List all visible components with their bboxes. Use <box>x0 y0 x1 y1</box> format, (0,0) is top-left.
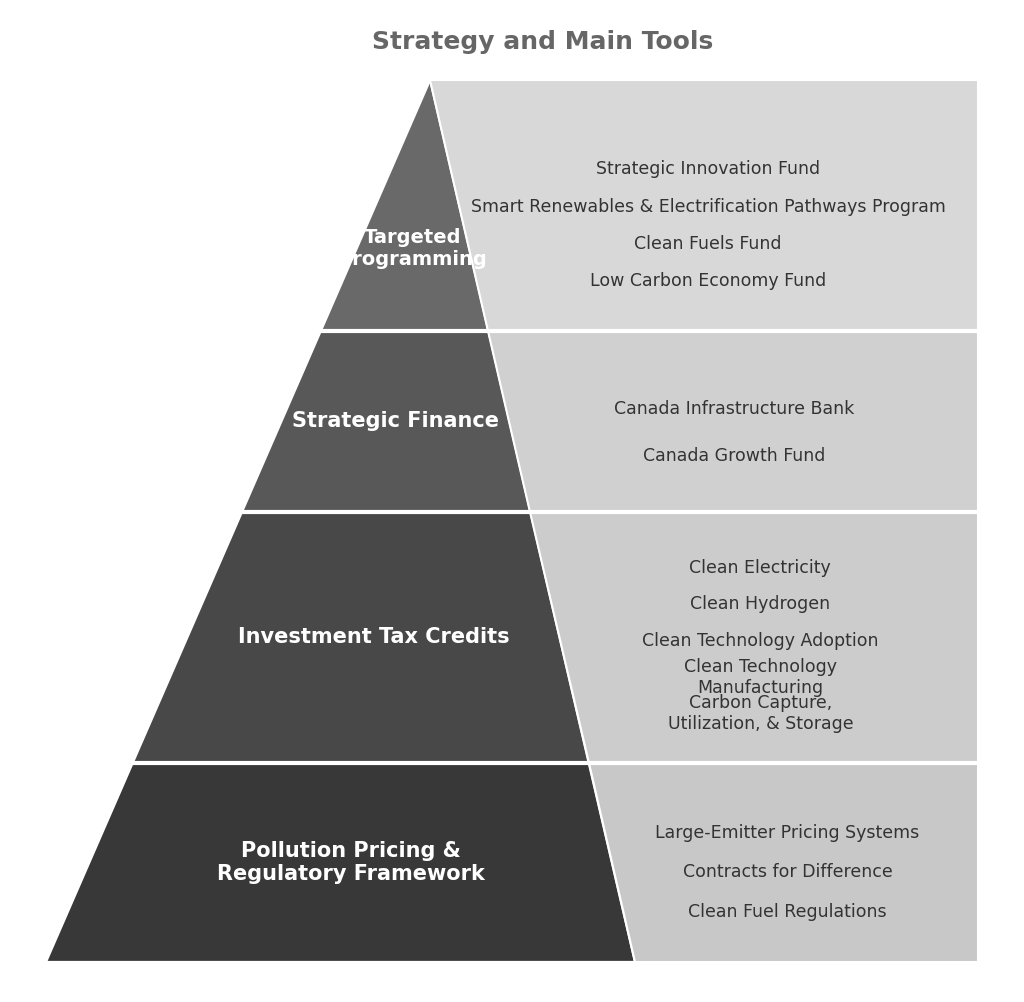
Text: Clean Electricity: Clean Electricity <box>689 558 831 576</box>
Text: Clean Technology
Manufacturing: Clean Technology Manufacturing <box>684 657 837 696</box>
Text: Carbon Capture,
Utilization, & Storage: Carbon Capture, Utilization, & Storage <box>668 694 853 733</box>
Text: Contracts for Difference: Contracts for Difference <box>683 864 892 882</box>
Text: Smart Renewables & Electrification Pathways Program: Smart Renewables & Electrification Pathw… <box>471 197 945 215</box>
Polygon shape <box>321 80 488 332</box>
Text: Strategic Finance: Strategic Finance <box>292 412 499 432</box>
Polygon shape <box>589 763 978 962</box>
Polygon shape <box>243 332 530 512</box>
Polygon shape <box>133 512 589 763</box>
Text: Strategy and Main Tools: Strategy and Main Tools <box>372 30 714 54</box>
Text: Pollution Pricing &
Regulatory Framework: Pollution Pricing & Regulatory Framework <box>217 841 484 884</box>
Text: Canada Infrastructure Bank: Canada Infrastructure Bank <box>614 400 854 418</box>
Text: Targeted
Programming: Targeted Programming <box>339 228 487 269</box>
Polygon shape <box>530 512 978 763</box>
Text: Clean Fuel Regulations: Clean Fuel Regulations <box>688 903 887 921</box>
Text: Clean Fuels Fund: Clean Fuels Fund <box>635 235 782 254</box>
Text: Canada Growth Fund: Canada Growth Fund <box>643 447 825 465</box>
Text: Low Carbon Economy Fund: Low Carbon Economy Fund <box>590 273 826 291</box>
Text: Large-Emitter Pricing Systems: Large-Emitter Pricing Systems <box>655 824 920 842</box>
Text: Strategic Innovation Fund: Strategic Innovation Fund <box>596 160 820 178</box>
Polygon shape <box>430 80 978 332</box>
Polygon shape <box>488 332 978 512</box>
Text: Investment Tax Credits: Investment Tax Credits <box>238 627 509 647</box>
Polygon shape <box>46 763 635 962</box>
Text: Clean Hydrogen: Clean Hydrogen <box>690 595 830 613</box>
Text: Clean Technology Adoption: Clean Technology Adoption <box>642 631 879 649</box>
